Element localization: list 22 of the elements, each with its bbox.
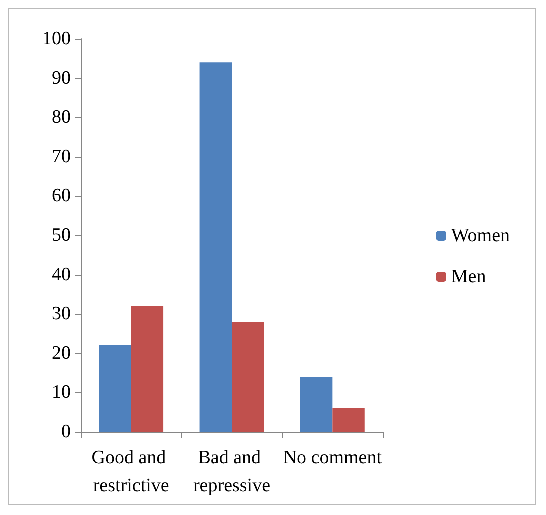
legend-label: Men: [451, 266, 487, 288]
y-tick-label: 70: [52, 146, 71, 168]
y-tick-label: 20: [52, 342, 71, 364]
bar: [232, 322, 264, 432]
bar: [300, 376, 333, 432]
bar: [200, 62, 232, 432]
bar: [332, 408, 365, 432]
x-tick-label: Bad and repressive: [193, 448, 271, 496]
y-tick-label: 60: [52, 186, 71, 207]
y-tick-label: 0: [62, 422, 71, 442]
x-tick-label: Good and restrictive: [92, 448, 171, 496]
legend-label: Women: [451, 226, 510, 246]
bar: [99, 346, 132, 432]
y-tick-label: 40: [52, 264, 71, 286]
y-tick-label: 30: [52, 304, 71, 325]
y-tick-label: 100: [42, 28, 71, 50]
bar: [131, 306, 164, 432]
y-tick-label: 90: [52, 68, 71, 89]
y-tick-label: 10: [52, 382, 71, 404]
x-tick-label: No comment: [283, 448, 383, 468]
y-tick-label: 50: [52, 225, 71, 246]
y-tick-label: 80: [52, 107, 71, 128]
